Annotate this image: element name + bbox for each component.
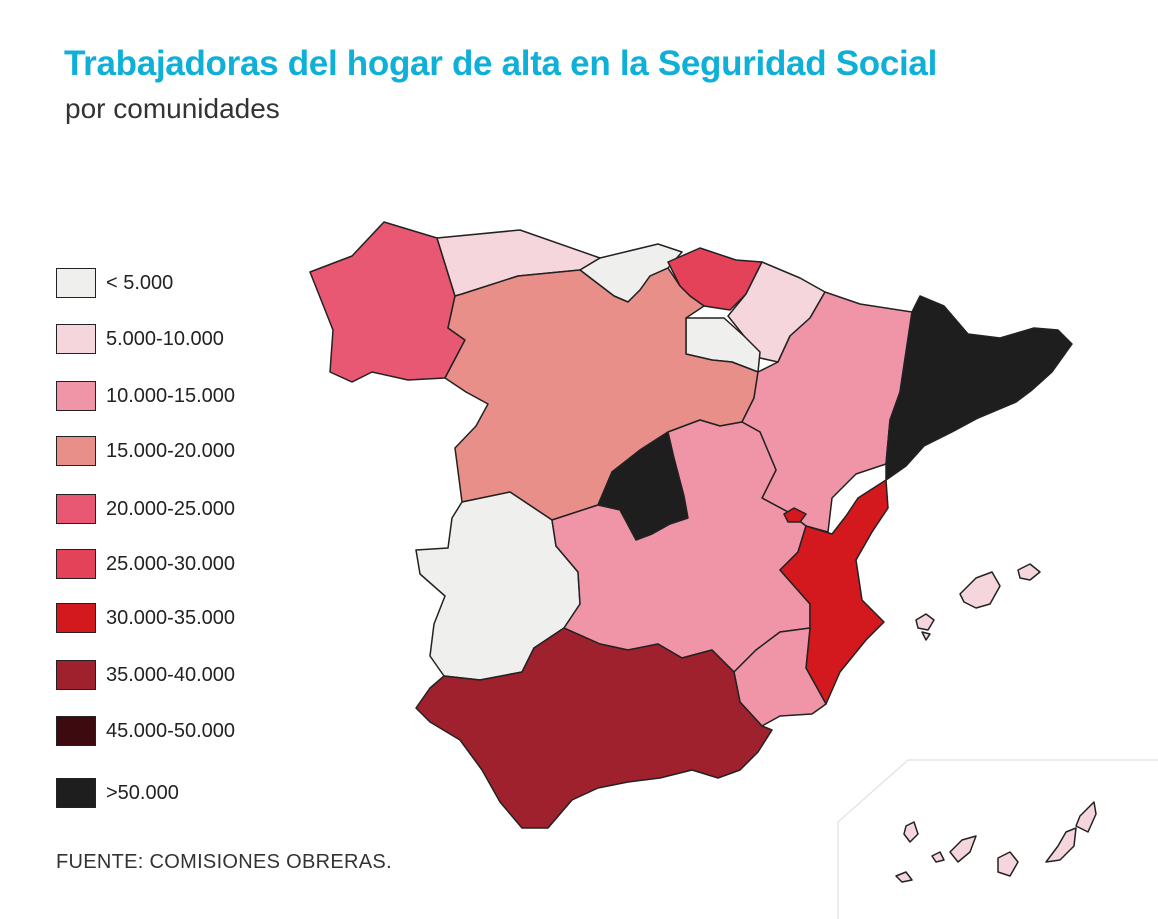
region-andalucia [415,627,773,829]
region-islas-baleares-mallorca [959,571,1001,609]
legend-swatch [56,778,96,808]
legend-label: 45.000-50.000 [106,720,236,742]
legend-item: >50.000 [56,778,316,808]
region-islas-canarias-lanzarote [1075,801,1097,833]
legend-label: 15.000-20.000 [106,440,236,462]
legend-swatch [56,436,96,466]
legend-swatch [56,324,96,354]
legend-label: < 5.000 [106,272,174,294]
region-islas-canarias-la-palma [903,821,919,843]
region-islas-canarias-la-gomera [931,851,945,863]
legend-swatch [56,716,96,746]
legend-swatch [56,660,96,690]
legend-label: 25.000-30.000 [106,553,236,575]
legend-item: 25.000-30.000 [56,549,316,579]
legend-label: 20.000-25.000 [106,498,236,520]
region-islas-canarias-gran-canaria [997,851,1019,877]
legend-swatch [56,494,96,524]
legend-item: 15.000-20.000 [56,436,316,466]
legend-label: 30.000-35.000 [106,607,236,629]
legend-swatch [56,268,96,298]
chart-title: Trabajadoras del hogar de alta en la Seg… [64,44,937,83]
legend-item: 20.000-25.000 [56,494,316,524]
legend-label: 5.000-10.000 [106,328,224,350]
legend-item: 45.000-50.000 [56,716,316,746]
legend-swatch [56,549,96,579]
legend-item: 35.000-40.000 [56,660,316,690]
legend-swatch [56,381,96,411]
chart-subtitle: por comunidades [65,93,280,124]
legend-label: >50.000 [106,782,179,804]
region-islas-baleares-menorca [1017,563,1041,581]
legend-label: 35.000-40.000 [106,664,236,686]
legend-item: 5.000-10.000 [56,324,316,354]
legend-label: 10.000-15.000 [106,385,236,407]
region-islas-baleares-ibiza [915,613,935,631]
region-cataluna [885,295,1073,481]
legend-item: 10.000-15.000 [56,381,316,411]
legend-item: 30.000-35.000 [56,603,316,633]
region-rincon-de-ademuz [783,507,807,523]
region-islas-canarias-el-hierro [895,871,913,883]
legend-swatch [56,603,96,633]
region-islas-canarias-fuerteventura [1045,827,1077,863]
region-islas-baleares-formentera [921,631,931,641]
legend-item: < 5.000 [56,268,316,298]
source-note: FUENTE: COMISIONES OBRERAS. [56,851,392,873]
canarias-inset-frame [837,759,1158,919]
region-islas-canarias-tenerife [949,835,977,863]
